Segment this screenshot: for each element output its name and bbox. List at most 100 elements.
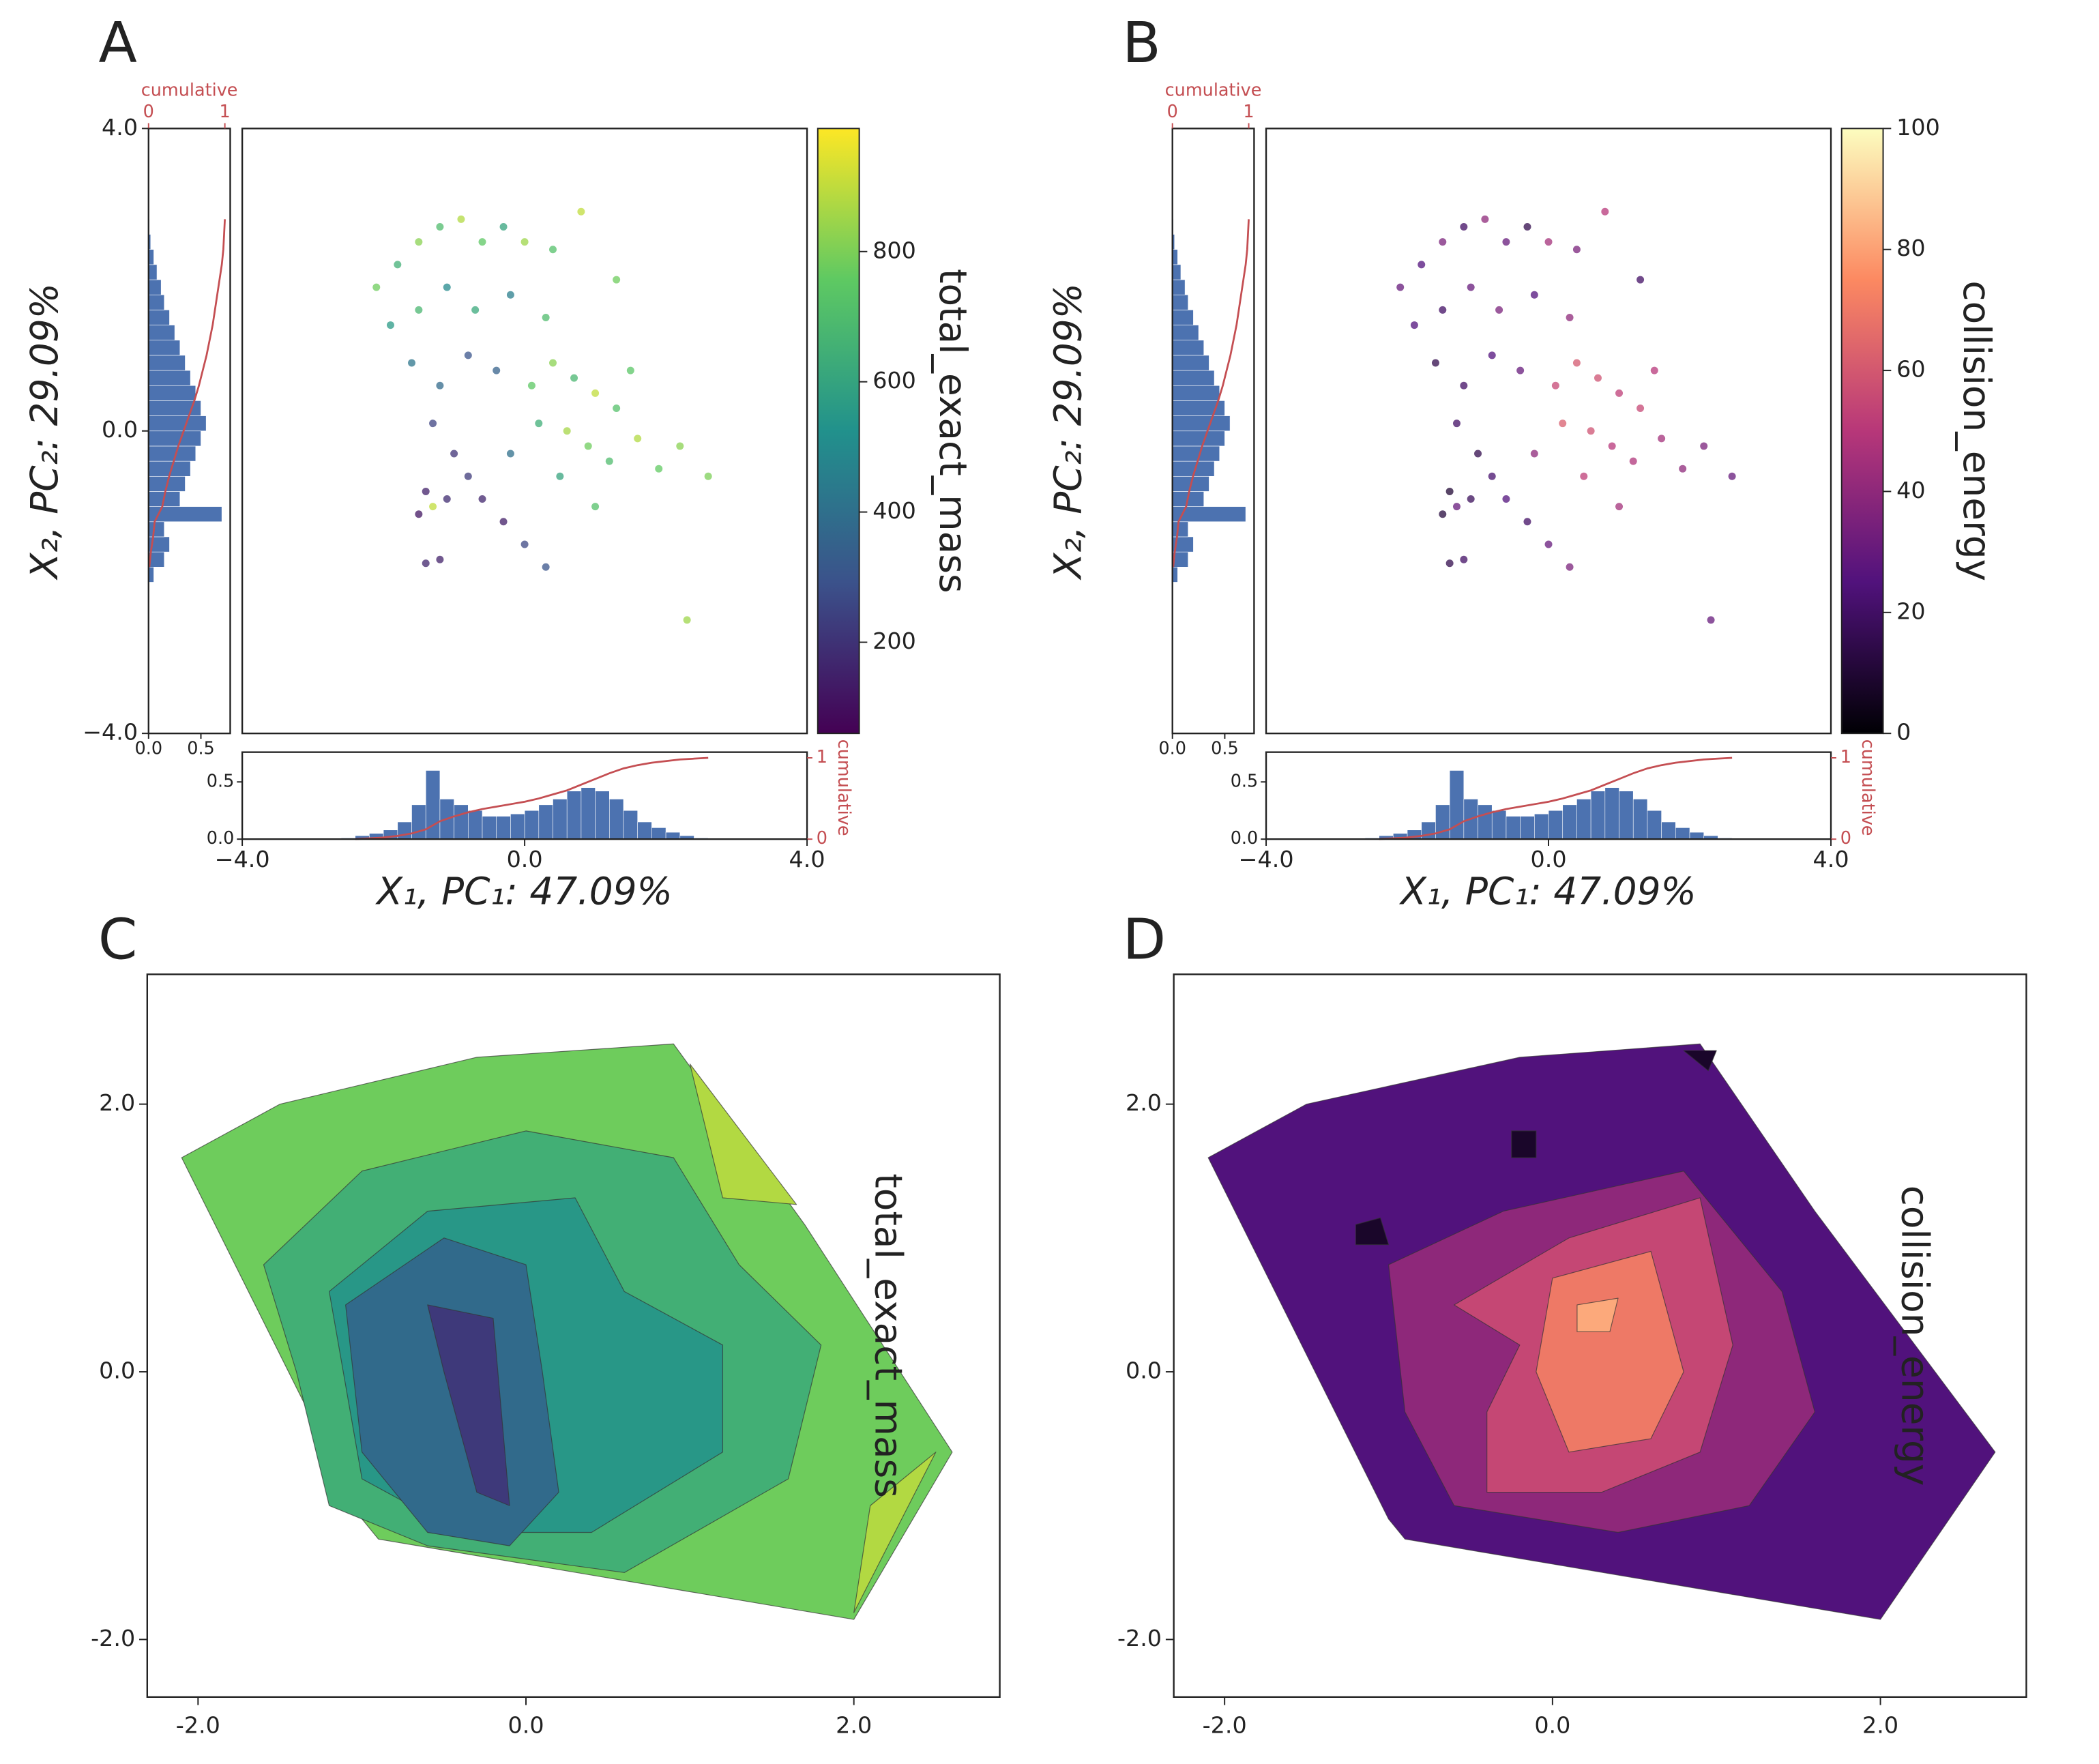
x-hist-bar xyxy=(1661,821,1676,840)
point xyxy=(1495,306,1503,314)
point xyxy=(1452,420,1461,428)
point xyxy=(436,555,444,563)
point xyxy=(1481,215,1489,223)
contour-region xyxy=(689,1063,797,1205)
contour-region xyxy=(1511,1130,1537,1158)
x-hist-bar xyxy=(411,804,426,840)
point xyxy=(1615,389,1624,397)
y-hist-bar xyxy=(1172,430,1225,447)
point xyxy=(464,472,472,480)
point xyxy=(506,291,514,299)
y-hist-bar xyxy=(1172,506,1246,523)
x-hist-tick-label: 0.0 xyxy=(207,828,235,849)
point xyxy=(422,487,430,495)
cumulative-tick-label: 0 xyxy=(143,102,154,122)
y-tick-label: 0.0 xyxy=(102,416,138,443)
x-tick-label: -2.0 xyxy=(176,1711,220,1738)
point xyxy=(634,435,642,443)
y-hist-bar xyxy=(1172,340,1205,356)
x-hist-cumulative xyxy=(1379,756,1733,840)
point xyxy=(1530,291,1538,299)
x-tick-label: 0.0 xyxy=(1531,846,1567,872)
point xyxy=(408,359,416,367)
point xyxy=(1502,495,1510,503)
x-tick-label: 2.0 xyxy=(836,1711,872,1738)
point xyxy=(1418,261,1426,269)
point xyxy=(471,306,480,314)
point xyxy=(429,420,437,428)
y-tick-label: 0.0 xyxy=(1126,1357,1162,1384)
point xyxy=(1530,450,1538,458)
y-hist-bar xyxy=(1172,355,1209,371)
point xyxy=(542,563,550,571)
point xyxy=(1559,420,1567,428)
x-tick-label: −4.0 xyxy=(1239,846,1294,872)
point xyxy=(443,283,451,291)
point xyxy=(1728,472,1736,480)
y-tick-label: 0.0 xyxy=(99,1357,135,1384)
axes-frame xyxy=(241,128,808,735)
cumulative-tick-label: 0 xyxy=(1167,102,1178,122)
point xyxy=(386,321,394,329)
x-hist-bar xyxy=(595,791,610,840)
x-hist-bar xyxy=(651,827,666,840)
y-hist-tick-label: 0.5 xyxy=(1211,739,1239,759)
y-hist-tick-label: 0.0 xyxy=(135,739,163,759)
y-hist-bar xyxy=(148,294,165,310)
point xyxy=(1445,559,1454,568)
cumulative-tick-label: 1 xyxy=(220,102,231,122)
point xyxy=(1431,359,1439,367)
colorbar-label: collision_energy xyxy=(1894,1186,1937,1486)
point xyxy=(450,450,458,458)
x-hist-bar xyxy=(1520,816,1535,840)
x-hist-bar xyxy=(623,810,638,840)
cumulative-label: cumulative xyxy=(141,80,238,100)
point xyxy=(436,381,444,389)
y-hist-bar xyxy=(1172,385,1220,401)
x-hist-bar xyxy=(1619,791,1634,840)
point xyxy=(527,381,535,389)
point xyxy=(415,510,423,518)
y-hist-bar xyxy=(1172,294,1189,310)
point xyxy=(1679,465,1687,473)
point xyxy=(1587,427,1595,435)
point xyxy=(1608,442,1616,450)
point xyxy=(704,472,712,480)
x-hist-bar xyxy=(1548,810,1564,840)
axes-frame xyxy=(1265,128,1832,735)
x-tick-label: −4.0 xyxy=(215,846,270,872)
point xyxy=(415,238,423,246)
point xyxy=(1467,283,1475,291)
y-axis-label: X₂, PC₂: 29.09% xyxy=(1046,283,1090,580)
point xyxy=(443,495,451,503)
panel-label: C xyxy=(98,908,138,973)
y-hist-bar xyxy=(1172,325,1199,341)
point xyxy=(591,389,600,397)
x-hist-bar xyxy=(1562,804,1577,840)
x-hist-bar xyxy=(1435,804,1450,840)
y-hist-cumulative xyxy=(148,219,226,568)
point xyxy=(1580,472,1588,480)
point xyxy=(1460,555,1468,563)
x-hist-tick-label: 0.0 xyxy=(1231,828,1259,849)
x-tick-label: 0.0 xyxy=(1534,1711,1570,1738)
point xyxy=(1572,359,1581,367)
panel-label: A xyxy=(98,11,136,76)
contour-region xyxy=(1355,1217,1390,1246)
point xyxy=(1572,246,1581,254)
y-hist-bar xyxy=(148,445,196,462)
x-tick-label: 2.0 xyxy=(1862,1711,1898,1738)
x-hist-bar xyxy=(609,799,624,840)
point xyxy=(429,503,437,511)
x-hist-bar xyxy=(1675,827,1690,840)
x-hist-bar xyxy=(566,791,582,840)
point xyxy=(591,503,600,511)
point xyxy=(1700,442,1708,450)
point xyxy=(1467,495,1475,503)
x-axis-label: X₁, PC₁: 47.09% xyxy=(1398,870,1696,913)
axes-frame xyxy=(146,973,1001,1698)
point xyxy=(1488,472,1496,480)
point xyxy=(422,559,430,568)
